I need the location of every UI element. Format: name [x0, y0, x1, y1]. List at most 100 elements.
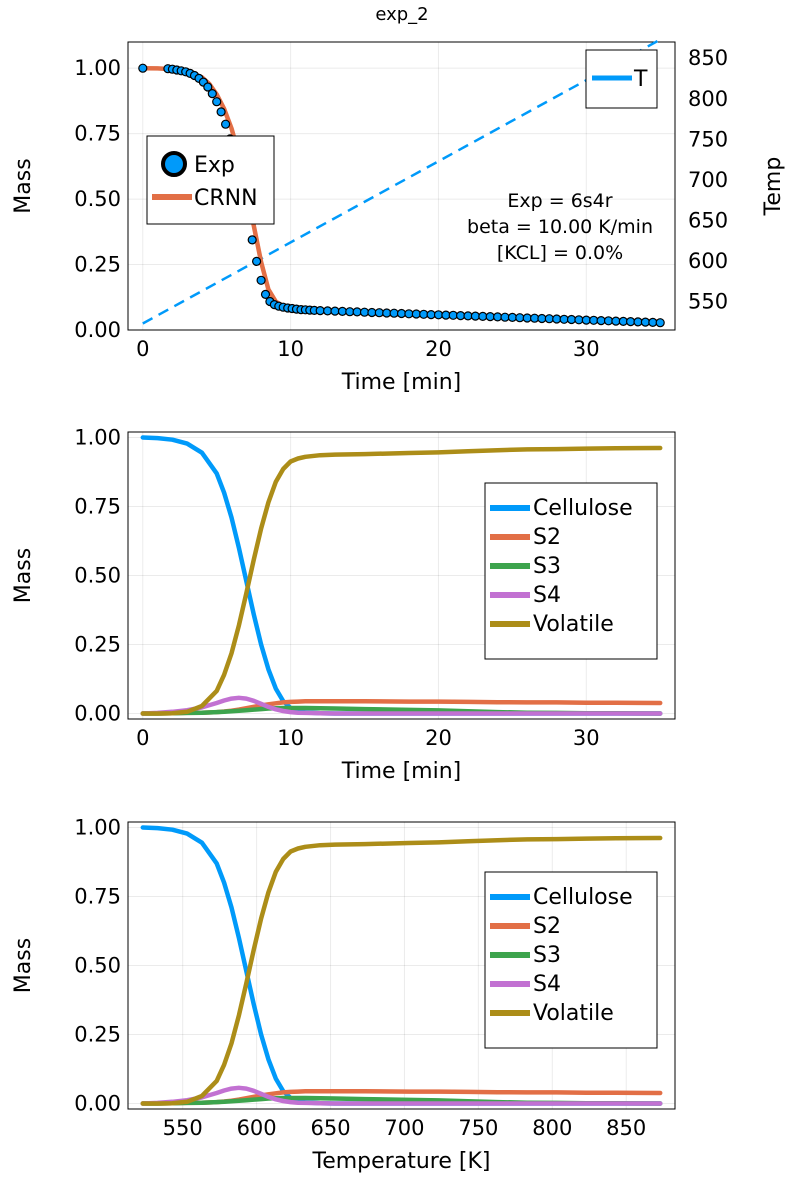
exp-data-point: [337, 306, 347, 316]
legend-label: T: [633, 67, 648, 92]
y2-tick-label: 700: [688, 168, 728, 192]
exp-data-point: [374, 308, 384, 318]
exp-data-point: [212, 97, 222, 107]
x-tick-label: 0: [136, 337, 149, 361]
exp-data-point: [367, 307, 377, 318]
series-line-volatile: [140, 835, 663, 1106]
y2-tick-label: 850: [688, 46, 728, 70]
exp-data-point: [207, 88, 217, 99]
y-tick-label: 0.00: [74, 318, 121, 342]
exp-data-point: [537, 313, 547, 324]
x-tick-label: 750: [458, 1116, 498, 1140]
x-tick-label: 600: [237, 1116, 277, 1140]
x-tick-label: 850: [606, 1116, 646, 1140]
exp-data-point: [323, 306, 333, 316]
exp-data-point: [603, 316, 614, 326]
y-tick-label: 0.50: [74, 954, 121, 978]
legend-label: Volatile: [533, 612, 614, 637]
legend-label: S4: [533, 972, 561, 997]
exp-data-point: [596, 316, 606, 326]
exp-data-point: [500, 312, 510, 322]
exp-data-point: [247, 235, 257, 245]
exp-data-point: [655, 318, 665, 328]
legend-label: Exp: [194, 153, 235, 178]
exp-data-point: [252, 256, 262, 266]
series-line-t: [142, 38, 661, 325]
exp-data-point: [559, 314, 569, 324]
legend-label: CRNN: [194, 186, 258, 211]
x-tick-label: 30: [573, 337, 600, 361]
y-tick-label: 0.25: [74, 1022, 121, 1046]
series-line-s4: [140, 695, 663, 716]
y2-tick-label: 750: [688, 127, 728, 151]
x-axis-label: Time [min]: [341, 370, 462, 395]
legend-label: S4: [533, 583, 561, 608]
exp-data-point: [426, 310, 436, 320]
x-tick-label: 0: [136, 726, 149, 750]
exp-data-point: [396, 308, 407, 319]
legend-box: [484, 482, 658, 660]
y-tick-label: 0.00: [74, 701, 121, 725]
exp-data-point: [456, 311, 466, 321]
exp-data-point: [470, 311, 480, 321]
x-tick-label: 30: [573, 726, 600, 750]
y-tick-label: 0.75: [74, 122, 121, 146]
y-tick-label: 1.00: [74, 426, 121, 450]
exp-data-point: [625, 317, 636, 327]
y-tick-label: 1.00: [74, 816, 121, 840]
x-tick-label: 800: [532, 1116, 572, 1140]
exp-data-point: [611, 316, 621, 326]
exp-data-point: [411, 309, 421, 319]
x-tick-label: 10: [277, 726, 304, 750]
exp-data-point: [216, 107, 226, 117]
annotation-line: [KCL] = 0.0%: [497, 242, 623, 264]
exp-data-point: [648, 317, 658, 327]
legend-label: S3: [533, 554, 561, 579]
y2-tick-label: 550: [688, 290, 728, 314]
x-tick-label: 650: [310, 1116, 350, 1140]
chart-title: exp_2: [375, 4, 428, 25]
y2-tick-label: 650: [688, 208, 728, 232]
x-tick-label: 20: [425, 726, 452, 750]
exp-data-point: [203, 82, 213, 92]
y-axis-label: Mass: [11, 548, 36, 603]
exp-data-point: [515, 313, 525, 323]
legend-swatch: [161, 151, 187, 177]
y2-tick-label: 800: [688, 87, 728, 111]
legend-label: S2: [533, 525, 561, 550]
y-tick-label: 0.50: [74, 187, 121, 211]
exp-data-point: [463, 311, 473, 321]
exp-data-point: [574, 315, 584, 325]
x-axis-label: Time [min]: [341, 759, 462, 784]
chart-species-vs-time: 0 10 20 30 0.00 0.25 0.50 0.75 1.00 Time [min] Mas…: [11, 426, 676, 784]
legend-label: S2: [533, 914, 561, 939]
legend-label: Volatile: [533, 1001, 614, 1026]
y-tick-label: 0.75: [74, 495, 121, 519]
x-tick-label: 550: [163, 1116, 203, 1140]
legend-box: [484, 871, 658, 1049]
exp-data-point: [221, 119, 231, 129]
exp-data-point: [544, 314, 554, 324]
chart-mass-temperature-vs-time: exp_2 0 10 20 30 0.00 0.25 0.50 0.75 1.00 Time [m…: [11, 4, 786, 395]
exp-data-point: [640, 317, 651, 327]
exp-data-point: [260, 289, 271, 299]
y-axis-label: Mass: [11, 158, 36, 213]
legend-box: [146, 135, 275, 225]
exp-data-point: [138, 63, 148, 73]
exp-data-point: [433, 310, 444, 320]
y-tick-label: 0.25: [74, 253, 121, 277]
exp-data-point: [382, 308, 392, 318]
annotation-line: beta = 10.00 K/min: [467, 216, 653, 238]
x-tick-label: 700: [384, 1116, 424, 1140]
y-tick-label: 0.50: [74, 564, 121, 588]
chart-species-vs-temperature: 550 600 650 700 750 800 850 0.00 0.25 0.50 0.75 1.0…: [11, 816, 676, 1174]
y2-tick-label: 600: [688, 249, 728, 273]
y2-axis-label: Temp: [761, 157, 786, 217]
x-tick-label: 20: [425, 337, 452, 361]
plot-frame: [127, 431, 676, 720]
plot-frame: [127, 41, 676, 331]
exp-data-point: [359, 307, 370, 317]
series-line-volatile: [140, 445, 663, 716]
exp-data-point: [493, 312, 503, 322]
